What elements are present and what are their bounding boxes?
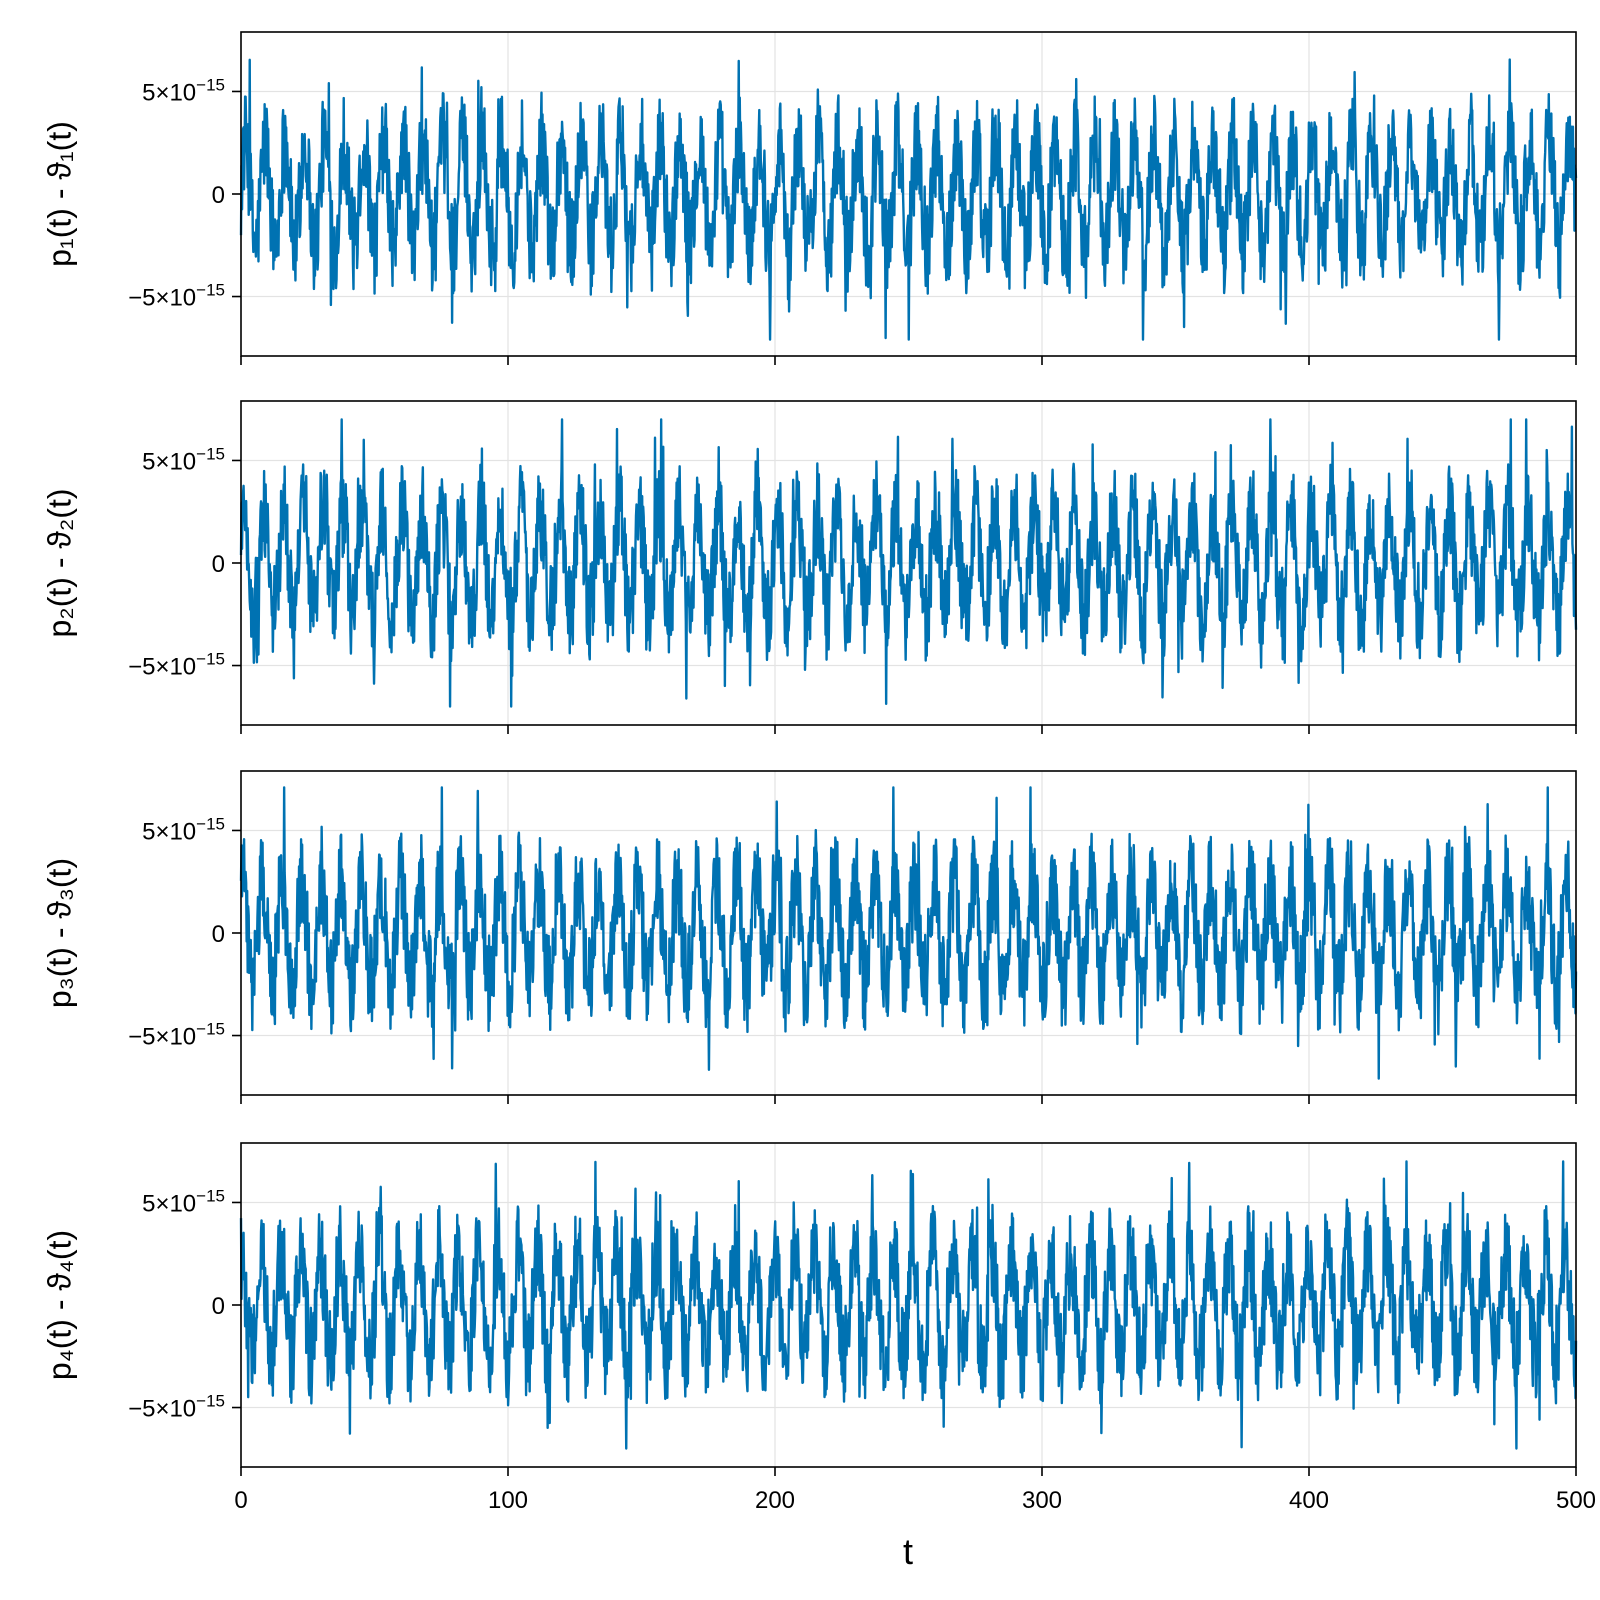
y-tick-label: 5×10−15 [142, 75, 225, 106]
x-tick-label: 400 [1289, 1487, 1329, 1514]
panel-1: −5×10−15 0 5×10−15 p₁(t) - ϑ₁(t) [41, 31, 1578, 365]
series-line [239, 1160, 1578, 1450]
y-axis-title: p₄(t) - ϑ₄(t) [41, 1230, 77, 1380]
y-tick-label: 5×10−15 [142, 814, 225, 845]
panel-2: −5×10−15 0 5×10−15 p₂(t) - ϑ₂(t) [41, 400, 1578, 734]
y-axis-title: p₃(t) - ϑ₃(t) [41, 858, 77, 1008]
y-tick-label: −5×10−15 [128, 1020, 225, 1051]
x-tick-label: 100 [488, 1487, 528, 1514]
y-tick-label: 5×10−15 [142, 444, 225, 475]
y-tick-label: 0 [212, 1293, 225, 1320]
series-line [239, 418, 1578, 708]
y-tick-label: 0 [212, 551, 225, 578]
y-axis-title: p₁(t) - ϑ₁(t) [41, 121, 77, 267]
y-tick-label: −5×10−15 [128, 1392, 225, 1423]
panel-3: −5×10−15 0 5×10−15 p₃(t) - ϑ₃(t) [41, 770, 1578, 1104]
y-axis-title: p₂(t) - ϑ₂(t) [41, 489, 77, 638]
series-line [239, 786, 1578, 1080]
panel-4: 0 100 200 300 400 500 −5×10−15 0 5×10−15 p₄(t) - … [41, 1142, 1596, 1514]
x-tick-label: 300 [1022, 1487, 1062, 1514]
x-tick-label: 200 [755, 1487, 795, 1514]
x-tick-label: 500 [1556, 1487, 1596, 1514]
y-tick-label: 0 [212, 921, 225, 948]
y-tick-label: −5×10−15 [128, 650, 225, 681]
x-axis-title: t [903, 1531, 913, 1572]
y-tick-label: 5×10−15 [142, 1186, 225, 1217]
series-line [239, 58, 1578, 341]
y-tick-label: −5×10−15 [128, 281, 225, 312]
y-tick-label: 0 [212, 182, 225, 209]
panels: −5×10−15 0 5×10−15 p₁(t) - ϑ₁(t) −5×10−15 0 5×… [41, 31, 1596, 1514]
x-tick-label: 0 [234, 1487, 247, 1514]
